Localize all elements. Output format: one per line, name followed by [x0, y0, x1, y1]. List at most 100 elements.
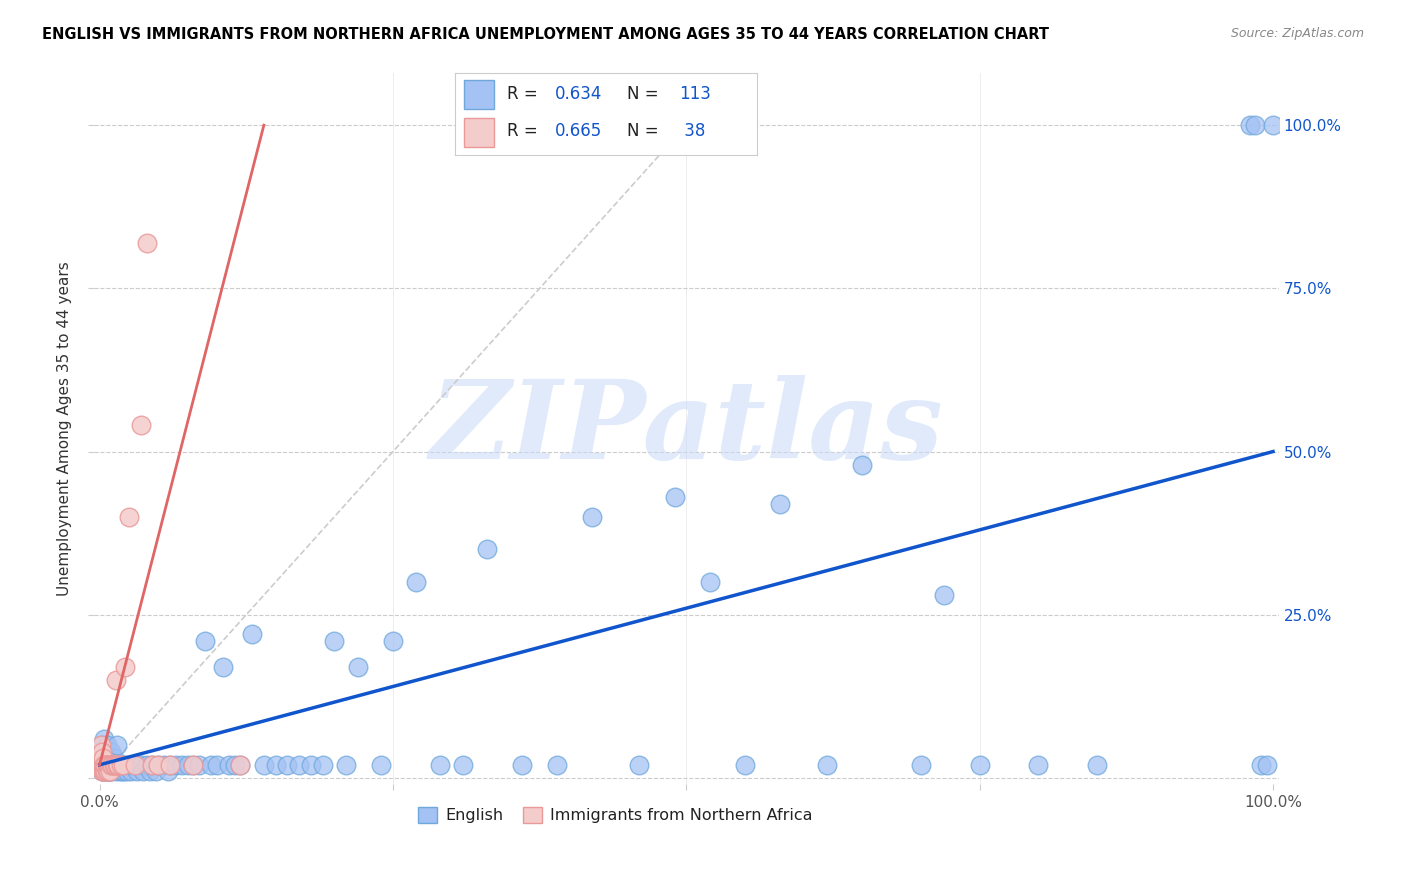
Point — [96, 738, 118, 752]
Point — [105, 738, 128, 752]
Point — [91, 745, 114, 759]
Point — [90, 738, 112, 752]
Point — [103, 757, 125, 772]
Point — [211, 660, 233, 674]
Point — [323, 633, 346, 648]
Point — [97, 764, 120, 779]
Point — [129, 418, 152, 433]
Point — [264, 757, 287, 772]
Point — [910, 757, 932, 772]
Point — [276, 757, 298, 772]
Point — [91, 757, 114, 772]
Point — [94, 764, 117, 779]
Point — [97, 757, 120, 772]
Point — [96, 751, 118, 765]
Point — [97, 757, 120, 772]
Point — [253, 757, 276, 772]
Point — [103, 751, 125, 765]
Point — [96, 764, 118, 779]
Point — [94, 764, 117, 779]
Point — [94, 745, 117, 759]
Point — [127, 764, 149, 779]
Point — [105, 757, 128, 772]
Point — [120, 764, 142, 779]
Point — [90, 757, 112, 772]
Point — [90, 745, 112, 759]
Point — [98, 764, 121, 779]
Point — [969, 757, 991, 772]
Point — [108, 764, 131, 779]
Point — [769, 497, 792, 511]
Point — [114, 757, 136, 772]
Point — [90, 751, 112, 765]
Point — [90, 757, 112, 772]
Point — [1256, 757, 1278, 772]
Point — [104, 757, 127, 772]
Point — [311, 757, 333, 772]
Point — [91, 745, 114, 759]
Point — [141, 757, 163, 772]
Point — [104, 757, 127, 772]
Point — [851, 458, 873, 472]
Point — [183, 757, 205, 772]
Point — [453, 757, 475, 772]
Point — [148, 757, 170, 772]
Text: Source: ZipAtlas.com: Source: ZipAtlas.com — [1230, 27, 1364, 40]
Point — [381, 633, 404, 648]
Point — [135, 757, 157, 772]
Point — [664, 490, 686, 504]
Point — [97, 751, 120, 765]
Point — [159, 757, 181, 772]
Point — [97, 764, 120, 779]
Point — [1028, 757, 1050, 772]
Point — [93, 731, 115, 746]
Point — [112, 757, 135, 772]
Point — [98, 764, 121, 779]
Point — [148, 757, 170, 772]
Point — [510, 757, 533, 772]
Point — [145, 764, 167, 779]
Point — [94, 751, 117, 765]
Point — [103, 757, 125, 772]
Point — [90, 764, 112, 779]
Point — [124, 757, 146, 772]
Point — [200, 757, 222, 772]
Point — [93, 764, 115, 779]
Point — [96, 757, 118, 772]
Point — [90, 738, 112, 752]
Point — [475, 542, 498, 557]
Point — [129, 757, 152, 772]
Point — [183, 757, 205, 772]
Point — [100, 757, 122, 772]
Point — [112, 757, 135, 772]
Point — [93, 757, 115, 772]
Point — [405, 575, 427, 590]
Point — [115, 764, 138, 779]
Point — [815, 757, 838, 772]
Point — [91, 751, 114, 765]
Point — [118, 509, 141, 524]
Point — [107, 757, 129, 772]
Point — [224, 757, 246, 772]
Y-axis label: Unemployment Among Ages 35 to 44 years: Unemployment Among Ages 35 to 44 years — [58, 261, 72, 596]
Point — [93, 757, 115, 772]
Point — [229, 757, 252, 772]
Text: ZIPatlas: ZIPatlas — [429, 375, 943, 483]
Point — [91, 757, 114, 772]
Point — [240, 627, 263, 641]
Point — [91, 764, 114, 779]
Point — [546, 757, 568, 772]
Point — [141, 757, 163, 772]
Point — [156, 764, 179, 779]
Point — [93, 764, 115, 779]
Point — [100, 745, 122, 759]
Point — [90, 751, 112, 765]
Point — [628, 757, 651, 772]
Point — [205, 757, 228, 772]
Point — [581, 509, 603, 524]
Point — [1250, 757, 1272, 772]
Point — [429, 757, 451, 772]
Point — [96, 757, 118, 772]
Point — [94, 757, 117, 772]
Point — [107, 757, 129, 772]
